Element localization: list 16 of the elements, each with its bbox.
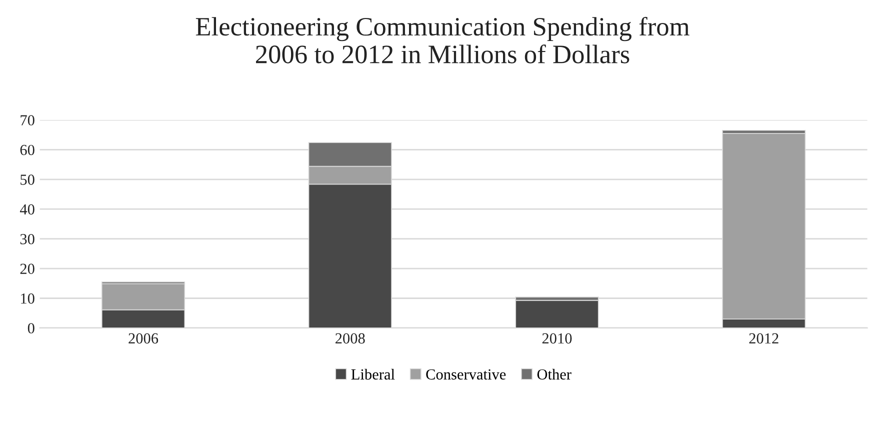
x-tick-label: 2012 [749,333,778,344]
chart-title: Electioneering Communication Spending from 2006 to 2012 in Millions of Dollars [196,16,690,64]
legend-label: Liberal [351,368,395,380]
y-tick-label: 40 [20,204,34,215]
legend-label: Conservative [426,369,506,380]
y-tick-label: 20 [20,264,34,274]
y-tick-label: 10 [21,293,34,304]
x-tick-label: 2008 [336,333,365,344]
x-tick-label: 2010 [542,333,572,344]
y-tick-label: 60 [20,144,34,156]
y-tick-label: 70 [20,115,34,126]
x-tick-label: 2006 [128,333,158,344]
y-tick-label: 30 [20,234,34,244]
legend-label: Other [537,368,572,380]
y-tick-label: 0 [28,323,34,334]
y-tick-label: 50 [20,174,34,185]
